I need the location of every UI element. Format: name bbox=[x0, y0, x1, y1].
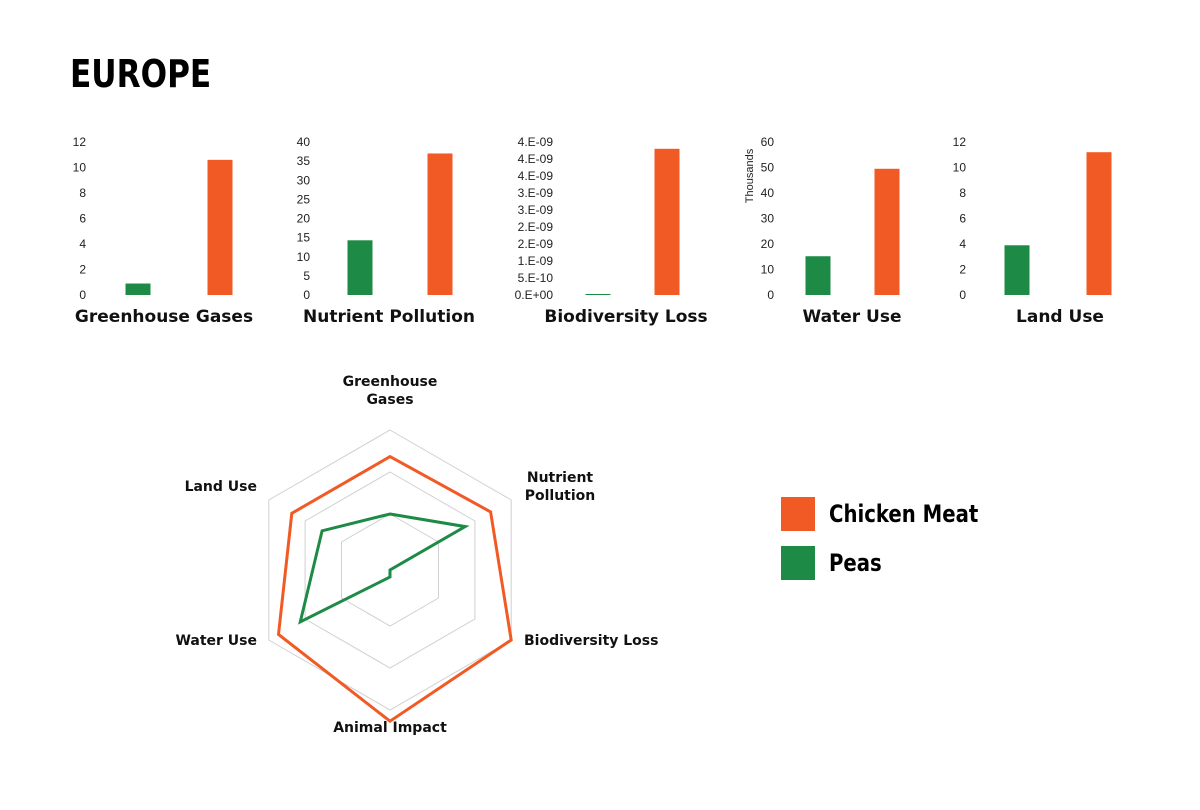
land-use-ytick-label: 10 bbox=[953, 161, 967, 175]
land-use-ytick-label: 2 bbox=[959, 263, 966, 277]
biodiversity-loss-ytick-label: 5.E-10 bbox=[518, 271, 554, 285]
greenhouse-gases-ytick-label: 4 bbox=[79, 237, 86, 251]
water-use-ytick-label: 40 bbox=[761, 186, 775, 200]
land-use-ytick-label: 6 bbox=[959, 212, 966, 226]
land-use-ytick-label: 12 bbox=[953, 135, 967, 149]
land-use-ytick-label: 0 bbox=[959, 288, 966, 302]
radar-axis-label-animal-impact: Animal Impact bbox=[333, 720, 447, 736]
legend-swatch-peas bbox=[781, 546, 815, 580]
biodiversity-loss-bar-peas bbox=[585, 293, 611, 295]
biodiversity-loss-ytick-label: 4.E-09 bbox=[518, 169, 554, 183]
greenhouse-gases-bar-chicken-meat bbox=[207, 159, 233, 295]
legend: Chicken Meat Peas bbox=[781, 497, 1011, 595]
greenhouse-gases-ytick-label: 0 bbox=[79, 288, 86, 302]
greenhouse-gases-ytick-label: 10 bbox=[73, 161, 87, 175]
legend-label-peas: Peas bbox=[829, 549, 882, 577]
land-use-bar-chicken-meat bbox=[1086, 152, 1112, 295]
water-use-ytick-label: 0 bbox=[767, 288, 774, 302]
biodiversity-loss-ytick-label: 2.E-09 bbox=[518, 220, 554, 234]
biodiversity-loss-ytick-label: 4.E-09 bbox=[518, 135, 554, 149]
nutrient-pollution-ytick-label: 5 bbox=[303, 269, 310, 283]
nutrient-pollution-ytick-label: 25 bbox=[297, 192, 311, 206]
radar-axis-label-land-use: Land Use bbox=[185, 479, 257, 495]
nutrient-pollution-ytick-label: 0 bbox=[303, 288, 310, 302]
water-use-bar-chicken-meat bbox=[874, 168, 900, 295]
greenhouse-gases-bar-peas bbox=[125, 283, 151, 295]
water-use-axis-unit: Thousands bbox=[744, 148, 756, 203]
greenhouse-gases-ytick-label: 6 bbox=[79, 212, 86, 226]
land-use-ytick-label: 4 bbox=[959, 237, 966, 251]
legend-label-chicken-meat: Chicken Meat bbox=[829, 500, 979, 528]
nutrient-pollution-ytick-label: 20 bbox=[297, 212, 311, 226]
water-use-ytick-label: 30 bbox=[761, 212, 775, 226]
legend-swatch-chicken-meat bbox=[781, 497, 815, 531]
biodiversity-loss-ytick-label: 3.E-09 bbox=[518, 203, 554, 217]
water-use-bar-peas bbox=[805, 256, 831, 295]
nutrient-pollution-bar-chicken-meat bbox=[427, 153, 453, 295]
radar-axis-label-greenhouse-gases: Greenhouse Gases bbox=[343, 374, 438, 408]
biodiversity-loss-ytick-label: 3.E-09 bbox=[518, 186, 554, 200]
water-use-ytick-label: 20 bbox=[761, 237, 775, 251]
legend-item-chicken-meat: Chicken Meat bbox=[781, 497, 1011, 531]
nutrient-pollution-ytick-label: 35 bbox=[297, 154, 311, 168]
radar-axis-label-biodiversity-loss: Biodiversity Loss bbox=[524, 633, 658, 649]
nutrient-pollution-ytick-label: 10 bbox=[297, 250, 311, 264]
biodiversity-loss-ytick-label: 1.E-09 bbox=[518, 254, 554, 268]
greenhouse-gases-ytick-label: 8 bbox=[79, 186, 86, 200]
nutrient-pollution-ytick-label: 15 bbox=[297, 231, 311, 245]
nutrient-pollution-bar-peas bbox=[347, 240, 373, 295]
land-use-ytick-label: 8 bbox=[959, 186, 966, 200]
radar-axis-label-water-use: Water Use bbox=[175, 633, 257, 649]
water-use-chart-title: Water Use bbox=[802, 307, 901, 327]
biodiversity-loss-ytick-label: 0.E+00 bbox=[515, 288, 554, 302]
legend-item-peas: Peas bbox=[781, 546, 1011, 580]
radar-series-chicken-meat bbox=[276, 454, 513, 724]
biodiversity-loss-ytick-label: 2.E-09 bbox=[518, 237, 554, 251]
greenhouse-gases-ytick-label: 2 bbox=[79, 263, 86, 277]
biodiversity-loss-ytick-label: 4.E-09 bbox=[518, 152, 554, 166]
nutrient-pollution-chart-title: Nutrient Pollution bbox=[303, 307, 475, 327]
radar-grid-ring bbox=[304, 471, 476, 669]
radar-axis-label-nutrient-pollution: Nutrient Pollution bbox=[525, 470, 596, 504]
biodiversity-loss-bar-chicken-meat bbox=[654, 148, 680, 295]
greenhouse-gases-chart-title: Greenhouse Gases bbox=[75, 307, 253, 327]
nutrient-pollution-ytick-label: 30 bbox=[297, 173, 311, 187]
greenhouse-gases-ytick-label: 12 bbox=[73, 135, 87, 149]
land-use-bar-peas bbox=[1004, 245, 1030, 295]
page-title: EUROPE bbox=[70, 52, 212, 96]
radar-grid-ring bbox=[268, 429, 512, 711]
land-use-chart-title: Land Use bbox=[1016, 307, 1104, 327]
water-use-ytick-label: 50 bbox=[761, 161, 775, 175]
biodiversity-loss-chart-title: Biodiversity Loss bbox=[544, 307, 707, 327]
radar-series-peas bbox=[298, 512, 470, 625]
water-use-ytick-label: 60 bbox=[761, 135, 775, 149]
water-use-ytick-label: 10 bbox=[761, 263, 775, 277]
nutrient-pollution-ytick-label: 40 bbox=[297, 135, 311, 149]
